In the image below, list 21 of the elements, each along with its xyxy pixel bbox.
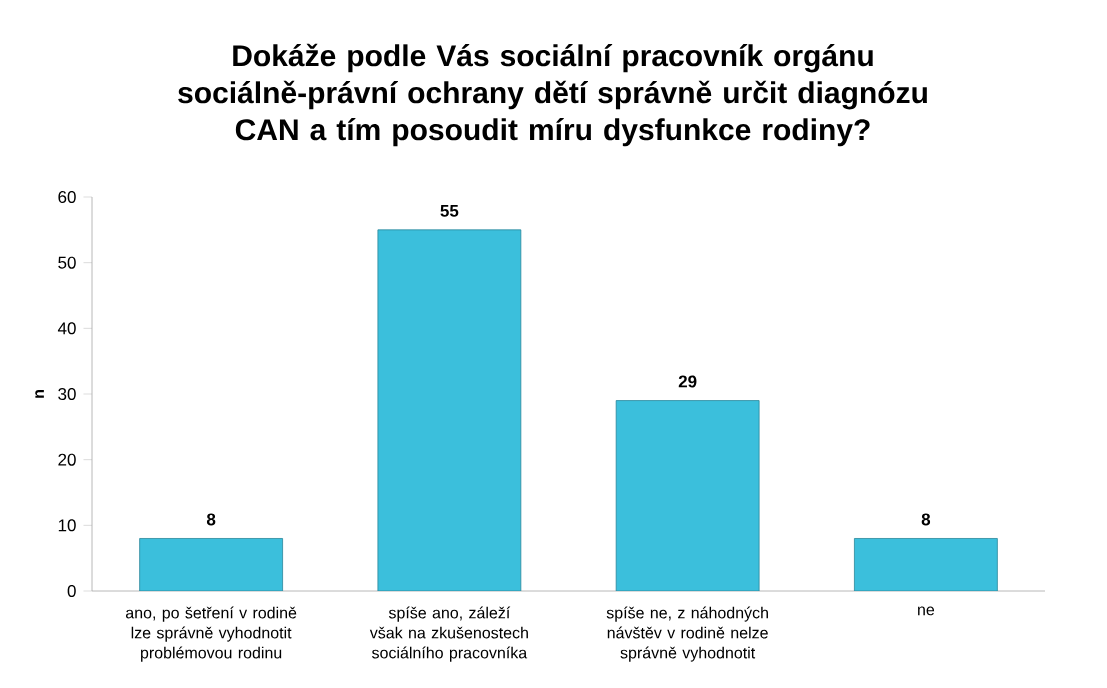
y-tick-label: 60	[58, 190, 76, 204]
bar	[139, 538, 283, 591]
bar	[377, 229, 522, 591]
bar	[615, 400, 760, 591]
data-label: 55	[440, 204, 459, 217]
x-tick-label: spíše ne, z náhodných návštěv v rodině nelze správně vyhodnotit	[606, 606, 768, 662]
y-tick-label: 30	[58, 387, 76, 401]
y-tick-label: 20	[58, 453, 76, 466]
y-tick-label: 40	[57, 322, 76, 335]
data-label: 29	[678, 375, 697, 388]
chart-title: Dokáže podle Vás sociální pracovník orgánu sociálně-právní ochrany dětí správně určit diagnózu CAN a tím posoudit míru dysfunkce rodiny?	[178, 43, 927, 147]
data-label: 8	[206, 513, 216, 526]
y-axis-title: n	[35, 390, 44, 398]
x-tick-label: ne	[918, 606, 935, 616]
x-tick-label: ano, po šetření v rodině lze správně vyhodnotit problémovou rodinu	[125, 606, 297, 662]
y-tick-label: 0	[67, 584, 76, 598]
y-tick-label: 10	[58, 519, 76, 532]
data-label: 8	[921, 513, 931, 526]
bar	[854, 538, 998, 591]
y-tick-label: 50	[58, 256, 76, 269]
x-tick-label: spíše ano, záleží však na zkušenostech sociálního pracovníka	[369, 606, 528, 662]
